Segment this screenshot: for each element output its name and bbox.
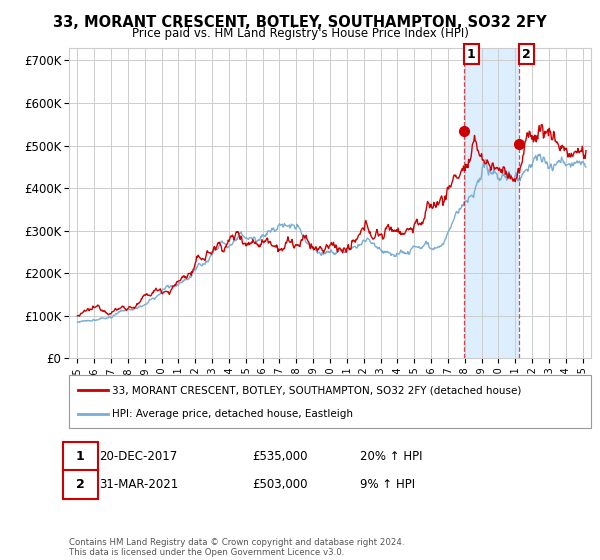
- Text: 33, MORANT CRESCENT, BOTLEY, SOUTHAMPTON, SO32 2FY (detached house): 33, MORANT CRESCENT, BOTLEY, SOUTHAMPTON…: [112, 385, 521, 395]
- Text: 20-DEC-2017: 20-DEC-2017: [99, 450, 177, 463]
- Text: 1: 1: [76, 450, 85, 463]
- Text: 33, MORANT CRESCENT, BOTLEY, SOUTHAMPTON, SO32 2FY: 33, MORANT CRESCENT, BOTLEY, SOUTHAMPTON…: [53, 15, 547, 30]
- Text: 2: 2: [522, 48, 531, 60]
- Text: 1: 1: [467, 48, 475, 60]
- Text: £535,000: £535,000: [252, 450, 308, 463]
- Text: 20% ↑ HPI: 20% ↑ HPI: [360, 450, 422, 463]
- Text: HPI: Average price, detached house, Eastleigh: HPI: Average price, detached house, East…: [112, 408, 353, 418]
- Text: £503,000: £503,000: [252, 478, 308, 491]
- Text: 9% ↑ HPI: 9% ↑ HPI: [360, 478, 415, 491]
- Bar: [464, 48, 520, 358]
- Text: Price paid vs. HM Land Registry's House Price Index (HPI): Price paid vs. HM Land Registry's House …: [131, 27, 469, 40]
- Text: Contains HM Land Registry data © Crown copyright and database right 2024.
This d: Contains HM Land Registry data © Crown c…: [69, 538, 404, 557]
- Text: 31-MAR-2021: 31-MAR-2021: [99, 478, 178, 491]
- Text: 2: 2: [76, 478, 85, 491]
